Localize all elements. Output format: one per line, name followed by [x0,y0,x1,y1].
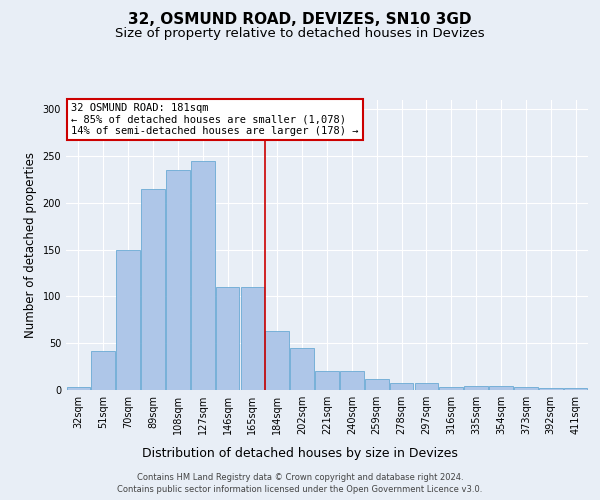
Bar [564,388,587,390]
Bar [514,387,538,390]
Bar [191,161,215,390]
Bar [315,372,339,390]
Bar [290,348,314,390]
Bar [415,384,438,390]
Bar [241,287,264,390]
Bar [265,331,289,390]
Text: Size of property relative to detached houses in Devizes: Size of property relative to detached ho… [115,28,485,40]
Bar [489,386,513,390]
Bar [141,189,165,390]
Bar [67,387,90,390]
Text: 32, OSMUND ROAD, DEVIZES, SN10 3GD: 32, OSMUND ROAD, DEVIZES, SN10 3GD [128,12,472,28]
Bar [365,379,389,390]
Bar [91,350,115,390]
Text: 32 OSMUND ROAD: 181sqm
← 85% of detached houses are smaller (1,078)
14% of semi-: 32 OSMUND ROAD: 181sqm ← 85% of detached… [71,103,359,136]
Bar [166,170,190,390]
Text: Distribution of detached houses by size in Devizes: Distribution of detached houses by size … [142,448,458,460]
Bar [464,386,488,390]
Bar [116,250,140,390]
Bar [390,384,413,390]
Bar [439,387,463,390]
Bar [216,287,239,390]
Text: Contains public sector information licensed under the Open Government Licence v3: Contains public sector information licen… [118,485,482,494]
Bar [539,388,563,390]
Bar [340,372,364,390]
Y-axis label: Number of detached properties: Number of detached properties [24,152,37,338]
Text: Contains HM Land Registry data © Crown copyright and database right 2024.: Contains HM Land Registry data © Crown c… [137,472,463,482]
